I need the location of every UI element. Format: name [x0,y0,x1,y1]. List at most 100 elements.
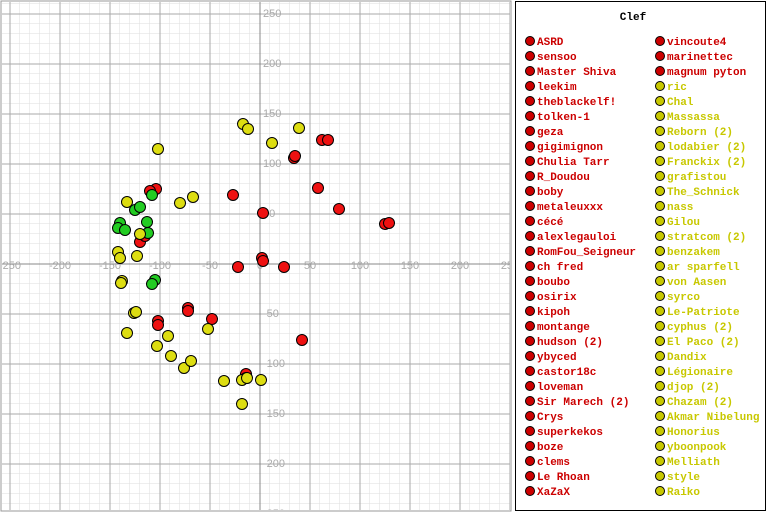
legend-marker [655,426,665,436]
legend-label: sensoo [537,52,577,64]
legend-marker [655,246,665,256]
x-tick-label: -100 [149,260,171,272]
point [236,398,248,410]
legend-label: theblackelf! [537,97,616,109]
y-tick-label: -100 [263,358,285,370]
legend-marker [525,186,535,196]
point [178,362,190,374]
legend-label: Crys [537,412,563,424]
legend-label: Dandix [667,352,707,364]
legend-label: R_Doudou [537,172,590,184]
legend-marker [525,51,535,61]
legend-marker [655,111,665,121]
legend-label: Le Rhoan [537,472,590,484]
legend-label: Master Shiva [537,67,617,79]
y-tick-label: -200 [263,458,285,470]
y-tick-label: 100 [263,158,281,170]
y-tick-label: 250 [263,8,281,20]
legend-label: djop (2) [667,382,720,394]
minor-grid [2,2,510,510]
legend-marker [525,171,535,181]
legend-marker [655,291,665,301]
legend-label: Sir Marech (2) [537,397,629,409]
legend-label: ar sparfell [667,262,740,274]
legend-marker [525,381,535,391]
legend-marker [525,156,535,166]
point [174,197,186,209]
legend-marker [655,261,665,271]
legend-label: Honorius [667,427,720,439]
legend-label: ric [667,82,687,94]
point [232,261,244,273]
legend-marker [655,171,665,181]
point [130,306,142,318]
legend-label: Akmar Nibelung [667,412,759,424]
legend-label: metaleuxxx [537,202,603,214]
legend-label: Chal [667,97,694,109]
y-tick-label: -250 [263,508,285,512]
point [293,122,305,134]
legend-marker [655,321,665,331]
legend-marker [525,276,535,286]
point [165,350,177,362]
legend-label: geza [537,127,564,139]
legend-marker [525,231,535,241]
legend-label: yboonpook [667,442,727,454]
legend-marker [655,276,665,286]
legend-label: XaZaX [537,487,570,499]
x-tick-label: 100 [351,260,369,272]
legend-marker [525,366,535,376]
legend-marker [525,111,535,121]
point [227,189,239,201]
legend-label: tolken-1 [537,112,590,124]
point [146,278,158,290]
legend-marker [655,231,665,241]
point [119,224,131,236]
x-tick-label: 250 [501,260,519,272]
legend-marker [655,36,665,46]
legend-label: nass [667,202,693,214]
x-tick-label: 50 [304,260,316,272]
legend-marker [655,186,665,196]
point [131,250,143,262]
legend-marker [525,201,535,211]
legend-label: Melliath [667,457,720,469]
legend-marker [525,351,535,361]
legend-label: Chulia Tarr [537,157,610,169]
point [115,277,127,289]
legend-marker [525,456,535,466]
legend-marker [525,141,535,151]
legend-label: leekim [537,82,577,94]
legend-marker [655,306,665,316]
legend-label: grafistou [667,172,726,184]
point [257,255,269,267]
point [162,330,174,342]
legend-label: syrco [667,292,700,304]
legend-label: stratcom (2) [667,232,746,244]
legend-marker [655,351,665,361]
y-tick-label: 200 [263,58,281,70]
legend-label: cécé [537,217,564,229]
legend-marker [655,441,665,451]
point [266,137,278,149]
legend-marker [525,306,535,316]
point [182,305,194,317]
legend-label: Le-Patriote [667,307,740,319]
legend-marker [525,96,535,106]
plot-area: -250-200-150-100-50050100150200250-250-2… [2,2,519,512]
x-tick-label: -200 [49,260,71,272]
legend-box [515,1,766,511]
legend-marker [525,246,535,256]
point [257,207,269,219]
point [218,375,230,387]
point [255,374,267,386]
point [152,143,164,155]
point [134,228,146,240]
legend-label: von Aasen [667,277,726,289]
legend-marker [655,336,665,346]
legend-label: ch fred [537,262,583,274]
point [206,313,218,325]
legend-label: alexlegauloi [537,232,617,244]
point [114,252,126,264]
